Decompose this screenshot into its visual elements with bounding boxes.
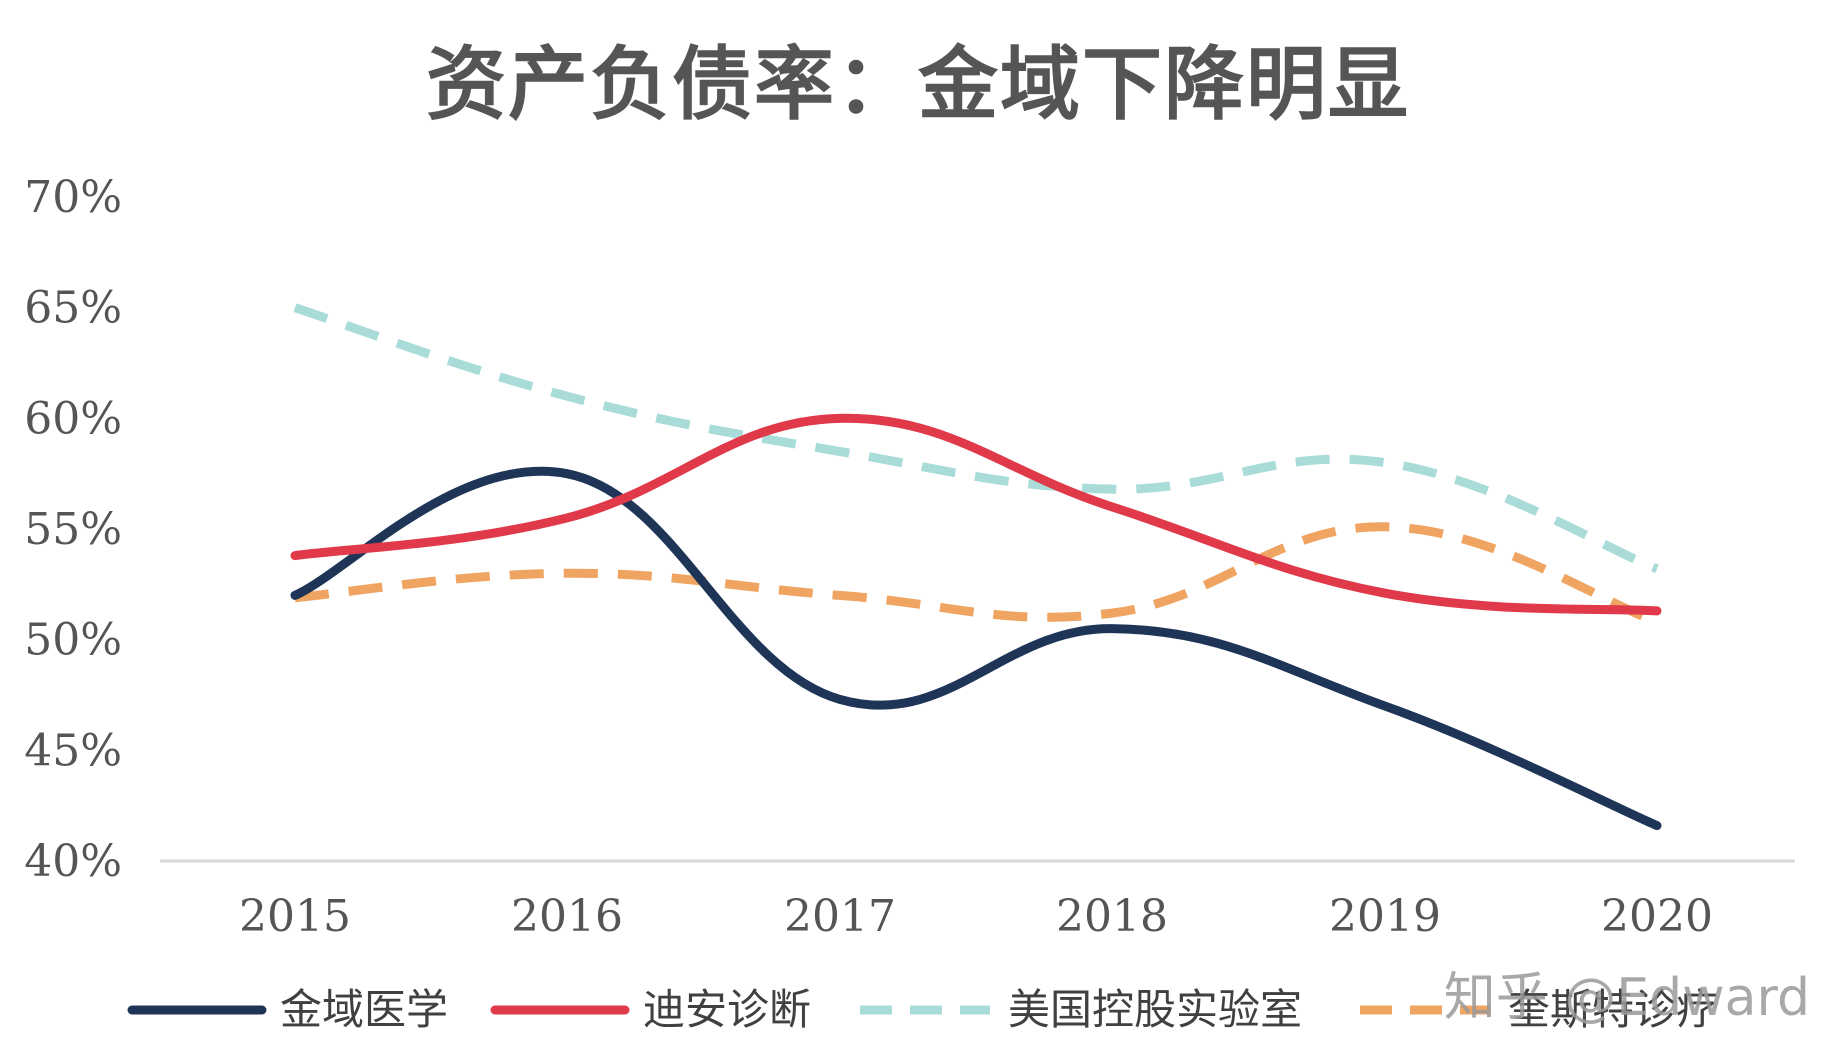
series-group: [290, 303, 1662, 831]
y-tick-label: 60%: [24, 393, 122, 444]
series-line-2: [290, 413, 1662, 616]
x-tick-label: 2018: [1056, 891, 1168, 942]
x-tick-label: 2019: [1329, 891, 1441, 942]
legend-label-4: 奎斯特诊疗: [1508, 985, 1718, 1034]
y-tick-label: 45%: [24, 725, 122, 776]
x-tick-label: 2020: [1601, 891, 1713, 942]
y-tick-label: 55%: [24, 504, 122, 555]
legend-label-1: 金域医学: [280, 985, 448, 1034]
x-tick-label: 2016: [511, 891, 623, 942]
y-tick-label: 65%: [24, 283, 122, 334]
y-axis: 40% 45% 50% 55% 60% 65% 70%: [24, 172, 122, 887]
series-line-1: [290, 466, 1662, 831]
x-tick-label: 2015: [239, 891, 351, 942]
legend-label-2: 迪安诊断: [643, 985, 811, 1034]
legend: 金域医学 迪安诊断 美国控股实验室 奎斯特诊疗: [127, 985, 1718, 1034]
y-tick-label: 40%: [24, 836, 122, 887]
chart-title: 资产负债率：金域下降明显: [426, 38, 1410, 131]
series-line-4: [294, 522, 1659, 627]
series-line-3: [293, 303, 1659, 574]
y-tick-label: 50%: [24, 615, 122, 666]
x-tick-label: 2017: [784, 891, 896, 942]
watermark: 知乎 @Edward: [1444, 968, 1810, 1028]
y-tick-label: 70%: [24, 172, 122, 223]
x-axis: 2015 2016 2017 2018 2019 2020: [239, 891, 1713, 942]
legend-label-3: 美国控股实验室: [1008, 985, 1302, 1034]
